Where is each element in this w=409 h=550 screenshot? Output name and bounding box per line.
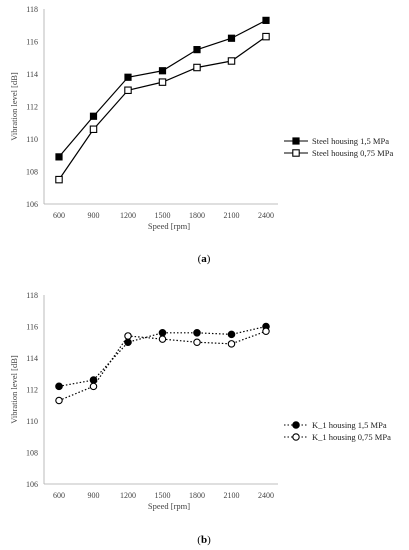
x-tick-label: 1800	[189, 211, 205, 220]
x-tick-label: 2400	[258, 211, 274, 220]
y-tick-label: 110	[26, 135, 38, 144]
data-point	[124, 86, 132, 95]
data-point	[158, 328, 167, 337]
data-point	[89, 376, 98, 384]
legend-label: K_1 housing 1,5 MPa	[312, 420, 387, 430]
y-tick-label: 112	[26, 103, 38, 112]
legend-marker	[292, 149, 300, 157]
x-tick-label: 1500	[155, 491, 171, 500]
data-point	[158, 78, 167, 86]
y-tick-label: 118	[26, 291, 38, 300]
x-tick-label: 2100	[224, 211, 240, 220]
legend-marker	[292, 421, 300, 429]
data-point	[55, 153, 63, 161]
y-tick-label: 110	[26, 417, 38, 426]
y-tick-label: 114	[26, 70, 38, 79]
data-point	[55, 175, 63, 184]
figure-caption: (a)	[198, 253, 211, 265]
caption-letter: a	[201, 253, 207, 265]
y-tick-label: 106	[26, 480, 38, 489]
figure-caption: (b)	[197, 534, 211, 546]
x-tick-label: 2100	[224, 491, 240, 500]
legend-label: Steel housing 1,5 MPa	[312, 136, 389, 146]
y-tick-label: 108	[26, 449, 38, 458]
x-tick-label: 1500	[155, 211, 171, 220]
data-point	[193, 46, 201, 54]
x-axis-label: Speed [rpm]	[148, 221, 190, 231]
data-point	[227, 340, 236, 348]
y-tick-label: 116	[26, 38, 38, 47]
y-tick-label: 114	[26, 354, 38, 363]
data-point	[262, 16, 270, 24]
data-point	[124, 73, 132, 81]
legend-label: K_1 housing 0,75 MPa	[312, 432, 391, 442]
data-point	[89, 125, 98, 134]
data-point	[55, 396, 63, 405]
data-point	[158, 335, 167, 343]
data-point	[124, 338, 132, 347]
data-point	[227, 330, 236, 339]
chart-a: 106 108 110 112 114 116 118 600 900 1200 1500 1800 2…	[9, 5, 393, 265]
chart-b: 106 108 110 112 114 116 118 600 900 1200 1500 1800 2…	[9, 291, 391, 546]
data-point	[89, 382, 98, 391]
y-axis-label: Vibration level [dB]	[9, 72, 19, 141]
x-tick-label: 600	[53, 491, 65, 500]
y-tick-label: 106	[26, 200, 38, 209]
data-point	[193, 338, 201, 346]
data-point	[89, 112, 98, 120]
y-tick-label: 116	[26, 323, 38, 332]
legend-marker	[292, 433, 300, 441]
x-tick-label: 900	[88, 211, 100, 220]
data-point	[262, 32, 270, 41]
legend-label: Steel housing 0,75 MPa	[312, 148, 393, 158]
x-tick-label: 900	[88, 491, 100, 500]
data-point	[55, 382, 63, 391]
x-tick-label: 600	[53, 211, 65, 220]
data-point	[193, 328, 201, 337]
data-point	[227, 57, 236, 65]
y-tick-label: 112	[26, 386, 38, 395]
caption-letter: b	[201, 534, 207, 546]
x-tick-label: 1800	[189, 491, 205, 500]
y-tick-label: 108	[26, 168, 38, 177]
data-point	[158, 67, 167, 75]
y-tick-label: 118	[26, 5, 38, 14]
data-point	[124, 332, 132, 340]
data-point	[227, 34, 236, 42]
y-axis-label: Vibration level [dB]	[9, 355, 19, 424]
data-point	[193, 63, 201, 72]
x-tick-label: 1200	[120, 211, 136, 220]
x-tick-label: 2400	[258, 491, 274, 500]
data-point	[262, 327, 270, 335]
x-tick-label: 1200	[120, 491, 136, 500]
legend-marker	[292, 137, 300, 145]
x-axis-label: Speed [rpm]	[148, 501, 190, 511]
